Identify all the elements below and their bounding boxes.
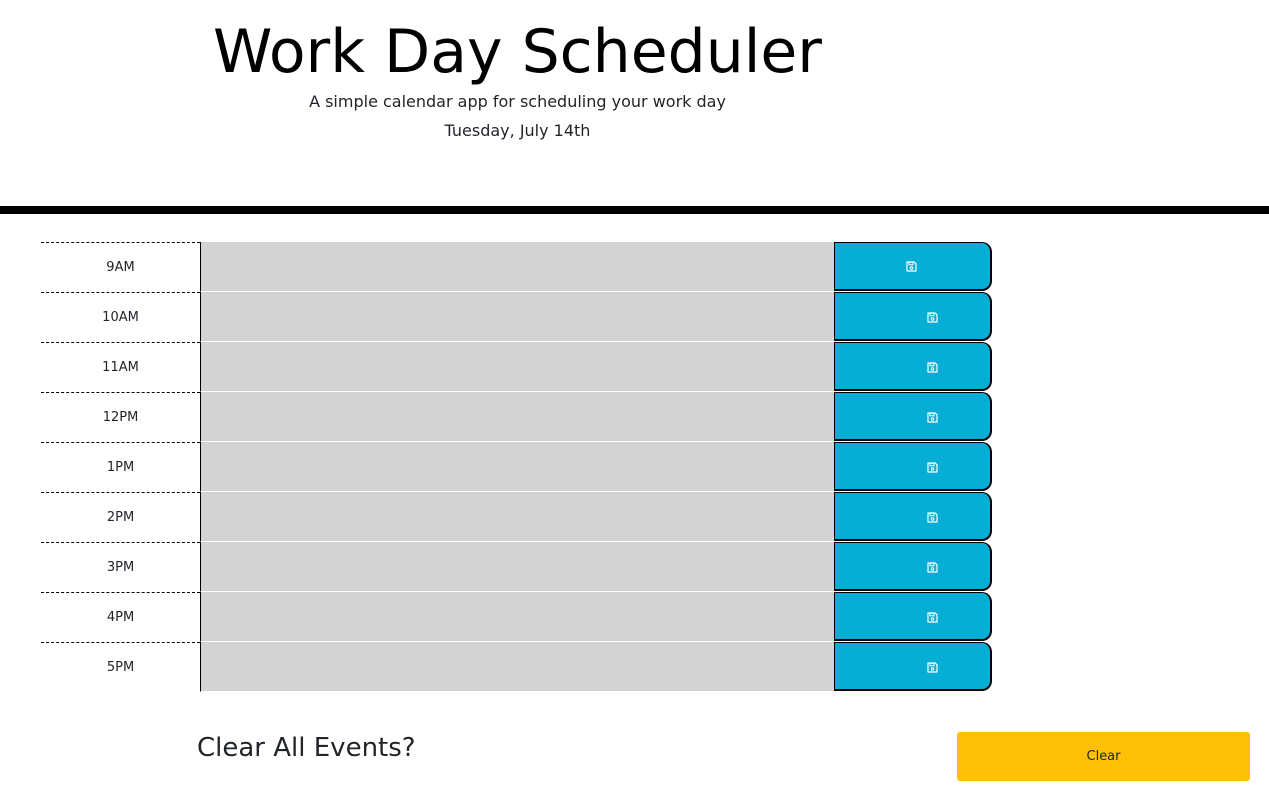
clear-all-prompt: Clear All Events? — [197, 733, 416, 763]
save-button[interactable] — [834, 442, 992, 491]
hour-label: 9AM — [41, 242, 200, 292]
current-date: Tuesday, July 14th — [444, 121, 591, 140]
time-block-10am: 10AM — [41, 292, 993, 342]
save-button[interactable] — [834, 542, 992, 591]
event-input[interactable] — [200, 342, 834, 392]
save-button[interactable] — [834, 492, 992, 541]
save-icon — [927, 311, 938, 323]
hour-label: 2PM — [41, 492, 200, 542]
event-input[interactable] — [200, 542, 834, 592]
time-block-4pm: 4PM — [41, 592, 993, 642]
page-title: Work Day Scheduler — [213, 17, 822, 87]
time-block-2pm: 2PM — [41, 492, 993, 542]
hour-label: 5PM — [41, 642, 200, 692]
hour-label: 3PM — [41, 542, 200, 592]
time-block-3pm: 3PM — [41, 542, 993, 592]
hour-label: 4PM — [41, 592, 200, 642]
time-block-5pm: 5PM — [41, 642, 993, 692]
hour-label: 1PM — [41, 442, 200, 492]
event-input[interactable] — [200, 492, 834, 542]
hour-label: 11AM — [41, 342, 200, 392]
save-button[interactable] — [834, 592, 992, 641]
hour-label: 12PM — [41, 392, 200, 442]
save-icon — [927, 561, 938, 573]
save-button[interactable] — [834, 392, 992, 441]
page-subtitle: A simple calendar app for scheduling you… — [309, 92, 726, 111]
time-block-11am: 11AM — [41, 342, 993, 392]
hour-label: 10AM — [41, 292, 200, 342]
event-input[interactable] — [200, 592, 834, 642]
schedule-container: 9AM 10AM 11AM 12PM 1PM 2PM 3PM 4PM 5PM — [41, 242, 993, 692]
save-button[interactable] — [834, 642, 992, 691]
save-icon — [927, 661, 938, 673]
event-input[interactable] — [200, 242, 834, 292]
event-input[interactable] — [200, 442, 834, 492]
save-button[interactable] — [834, 292, 992, 341]
event-input[interactable] — [200, 292, 834, 342]
clear-button[interactable]: Clear — [957, 732, 1250, 781]
save-icon — [927, 611, 938, 623]
time-block-12pm: 12PM — [41, 392, 993, 442]
save-icon — [927, 361, 938, 373]
save-icon — [927, 461, 938, 473]
header-divider — [0, 206, 1269, 214]
event-input[interactable] — [200, 642, 834, 692]
save-icon — [927, 511, 938, 523]
event-input[interactable] — [200, 392, 834, 442]
save-button[interactable] — [834, 342, 992, 391]
time-block-1pm: 1PM — [41, 442, 993, 492]
save-icon — [906, 260, 917, 272]
time-block-9am: 9AM — [41, 242, 993, 292]
save-icon — [927, 411, 938, 423]
save-button[interactable] — [834, 242, 992, 291]
